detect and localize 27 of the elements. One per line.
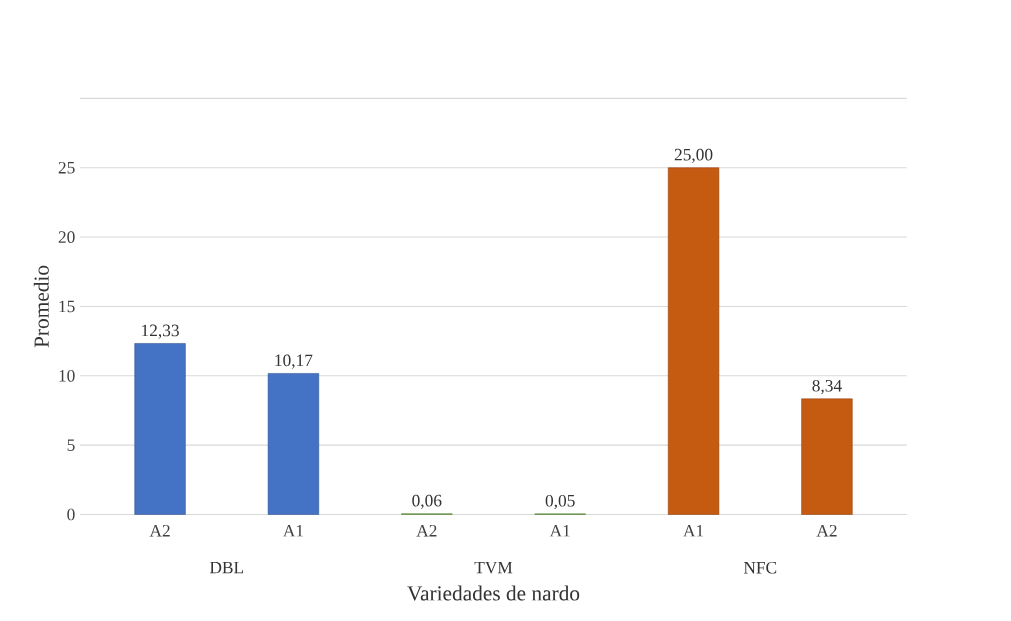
data-label: 25,00 [674,148,713,163]
y-tick-label: 5 [67,439,75,451]
data-label: 12,33 [142,324,179,339]
text: DBL [209,561,244,574]
x-axis-title: Variedades de nardo [407,585,580,601]
x-tick-label: A1 [683,524,704,537]
y-axis-title: Promedio [33,265,49,348]
x-tick-label: A1 [283,524,303,537]
y-tick-label: 0 [67,508,75,521]
bar [801,398,853,515]
x-tick-label: A2 [149,524,170,537]
text: NFC [743,561,777,574]
data-label: 8,34 [812,379,842,395]
text: TVM [474,561,513,574]
y-tick-label: 10 [59,369,75,382]
data-label: 10,17 [275,354,313,369]
y-tick-label: 15 [59,300,75,313]
data-label: 0,06 [412,494,442,509]
bar [667,167,720,515]
y-tick-label: 25 [58,161,75,174]
data-label: 0,05 [545,494,575,510]
x-tick-label: A2 [416,524,437,537]
x-tick-label: A2 [816,524,837,537]
bar [267,373,320,515]
y-tick-label: 20 [58,231,75,243]
bar [134,343,186,515]
x-tick-label: A1 [549,524,570,537]
